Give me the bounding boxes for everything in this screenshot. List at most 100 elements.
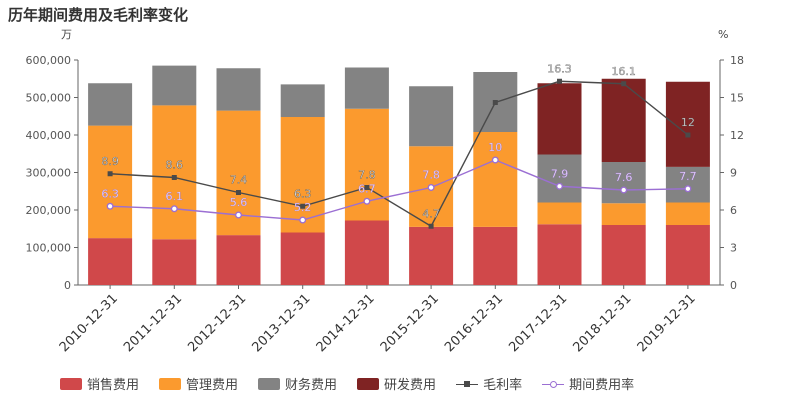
y-tick-label-left: 500,000 bbox=[26, 92, 72, 105]
line-1-point-7 bbox=[556, 182, 563, 190]
legend-swatch-admin bbox=[159, 377, 182, 390]
legend-swatch-expense-rate bbox=[542, 378, 565, 390]
line-1 bbox=[110, 159, 688, 221]
legend-item-gross-margin[interactable]: 毛利率 bbox=[456, 374, 522, 393]
data-label-0-8: 16.1 bbox=[611, 65, 636, 78]
bar-2-1 bbox=[152, 65, 197, 106]
line-1-point-4 bbox=[363, 197, 371, 205]
line-0-point-2 bbox=[236, 190, 241, 195]
y-tick-label-left: 300,000 bbox=[26, 167, 72, 180]
y-tick-label-right: 15 bbox=[730, 92, 744, 105]
line-0-point-3 bbox=[300, 203, 306, 209]
y-tick-label-left: 100,000 bbox=[26, 242, 72, 255]
legend-item-expense-rate[interactable]: 期间费用率 bbox=[542, 374, 634, 393]
x-tick-label: 2018-12-31 bbox=[570, 291, 634, 355]
data-label-1-5: 7.8 bbox=[422, 169, 440, 182]
line-1-point-6 bbox=[491, 156, 499, 164]
data-label-0-5: 4.7 bbox=[422, 207, 440, 220]
bar-2-9 bbox=[665, 166, 710, 203]
legend-label-gross-margin: 毛利率 bbox=[483, 378, 523, 393]
bar-2-2 bbox=[216, 68, 261, 111]
bar-3-9 bbox=[665, 81, 710, 167]
bar-0-4 bbox=[344, 220, 389, 285]
x-tick-label: 2011-12-31 bbox=[121, 291, 185, 355]
legend-swatch-gross-margin bbox=[456, 378, 479, 390]
bar-0-9 bbox=[665, 225, 710, 285]
line-1-point-2 bbox=[235, 211, 242, 219]
y-tick-label-left: 600,000 bbox=[26, 54, 72, 67]
y-tick-label-left: 200,000 bbox=[26, 204, 72, 217]
bar-2-8 bbox=[601, 162, 646, 204]
y-tick-label-left: 0 bbox=[64, 279, 71, 292]
legend-label-finance: 财务费用 bbox=[285, 378, 338, 393]
bar-2-0 bbox=[88, 83, 133, 126]
data-label-1-4: 6.7 bbox=[358, 182, 376, 195]
chart-canvas: 万 %0100,000200,000300,000400,000500,00060… bbox=[26, 28, 745, 355]
y-tick-label-right: 12 bbox=[730, 129, 744, 142]
line-1-point-1 bbox=[170, 205, 178, 213]
bar-0-3 bbox=[280, 232, 325, 285]
data-label-1-1: 6.1 bbox=[166, 190, 184, 203]
bar-1-9 bbox=[665, 202, 710, 225]
data-label-0-3: 6.3 bbox=[294, 187, 312, 200]
x-tick-label: 2010-12-31 bbox=[57, 291, 121, 355]
line-1-point-0 bbox=[106, 202, 114, 210]
x-tick-label: 2013-12-31 bbox=[249, 291, 313, 355]
bar-1-0 bbox=[88, 125, 133, 239]
y-tick-label-right: 0 bbox=[730, 279, 737, 292]
legend-label-sales: 销售费用 bbox=[87, 378, 140, 393]
line-1-point-9 bbox=[684, 185, 692, 193]
line-0-point-8 bbox=[621, 81, 627, 87]
bar-2-3 bbox=[280, 84, 325, 117]
line-1-point-8 bbox=[620, 186, 628, 194]
line-0-point-4 bbox=[364, 185, 370, 190]
legend-swatch-sales bbox=[60, 377, 82, 390]
data-label-0-1: 8.6 bbox=[166, 159, 184, 172]
y-tick-label-right: 6 bbox=[730, 204, 737, 217]
line-0-point-0 bbox=[107, 171, 113, 177]
line-1-point-5 bbox=[427, 184, 435, 191]
bar-1-3 bbox=[280, 117, 325, 233]
y-axis-left-unit: 万 bbox=[61, 28, 72, 41]
y-tick-label-right: 9 bbox=[730, 167, 737, 180]
line-0 bbox=[110, 80, 689, 228]
legend-item-rd[interactable]: 研发费用 bbox=[357, 374, 436, 393]
bar-0-8 bbox=[601, 225, 646, 285]
line-0-point-1 bbox=[171, 175, 177, 180]
x-tick-label: 2015-12-31 bbox=[378, 291, 442, 355]
chart-title: 历年期间费用及毛利率变化 bbox=[8, 6, 189, 24]
legend-label-expense-rate: 期间费用率 bbox=[569, 378, 635, 393]
data-label-1-3: 5.2 bbox=[294, 201, 312, 214]
x-tick-label: 2012-12-31 bbox=[185, 291, 249, 355]
x-tick-label: 2016-12-31 bbox=[442, 291, 506, 355]
bar-1-6 bbox=[473, 132, 518, 227]
legend-item-sales[interactable]: 销售费用 bbox=[60, 374, 139, 393]
bar-3-7 bbox=[537, 83, 582, 155]
data-label-1-2: 5.6 bbox=[230, 196, 248, 209]
data-label-0-7: 16.3 bbox=[547, 62, 572, 75]
x-tick-label: 2019-12-31 bbox=[635, 291, 699, 355]
legend-label-rd: 研发费用 bbox=[384, 378, 437, 393]
y-tick-label-right: 3 bbox=[730, 242, 737, 255]
legend-swatch-rd bbox=[357, 377, 380, 390]
data-label-1-8: 7.6 bbox=[615, 171, 633, 184]
bar-0-5 bbox=[409, 226, 454, 285]
line-0-point-9 bbox=[685, 132, 691, 138]
data-label-0-9: 12 bbox=[681, 116, 695, 129]
legend-item-admin[interactable]: 管理费用 bbox=[159, 374, 238, 393]
y-axis-right-unit: % bbox=[718, 28, 728, 41]
data-label-1-9: 7.7 bbox=[679, 170, 697, 183]
data-label-1-6: 10 bbox=[488, 141, 502, 154]
bar-0-2 bbox=[216, 235, 261, 285]
legend: 销售费用 管理费用 财务费用 研发费用 毛利率 期间费用率 bbox=[60, 374, 634, 393]
line-0-point-6 bbox=[492, 100, 498, 105]
bar-0-0 bbox=[88, 238, 133, 285]
data-label-0-0: 8.9 bbox=[101, 155, 119, 168]
bar-1-7 bbox=[537, 202, 582, 225]
bar-2-4 bbox=[344, 67, 389, 109]
bar-0-1 bbox=[152, 239, 197, 285]
legend-item-finance[interactable]: 财务费用 bbox=[258, 374, 337, 393]
bar-2-7 bbox=[537, 154, 582, 203]
data-label-0-2: 7.4 bbox=[230, 174, 248, 187]
bar-1-8 bbox=[601, 203, 646, 225]
